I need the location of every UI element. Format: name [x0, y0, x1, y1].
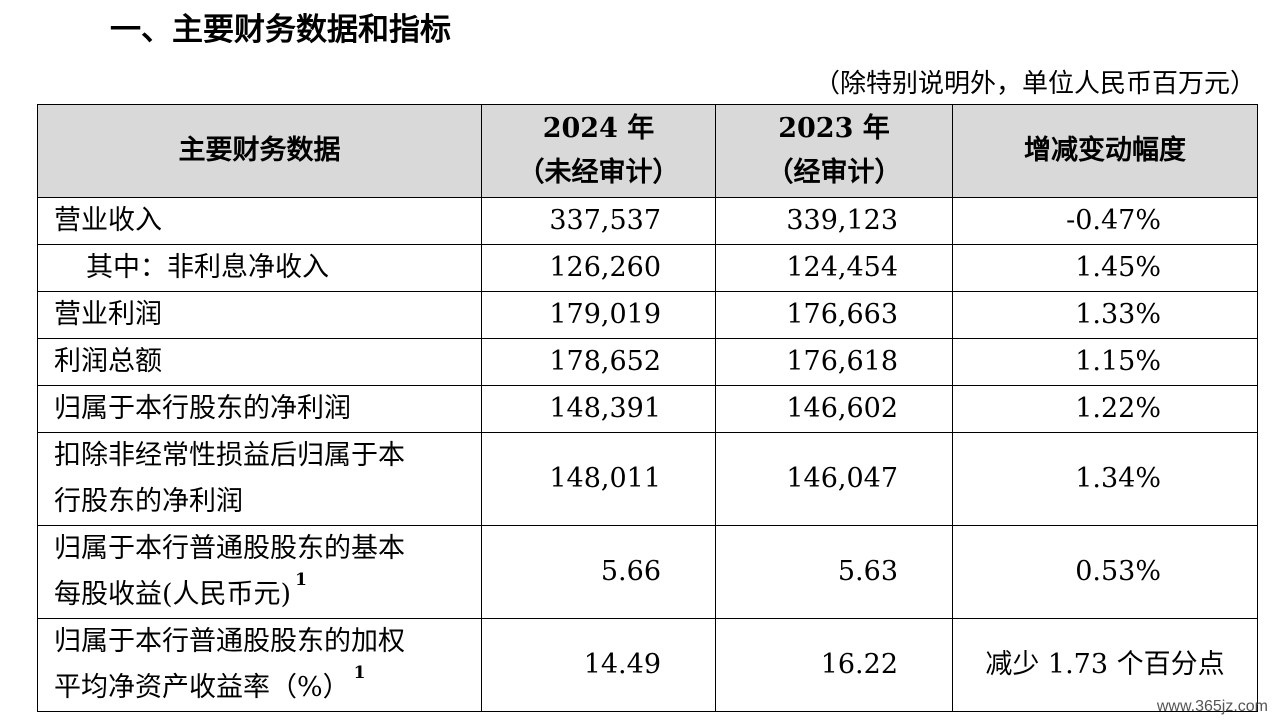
- value-change: 1.22%: [952, 385, 1258, 433]
- value-change: 减少 1.73 个百分点: [952, 618, 1258, 712]
- value-change: 0.53%: [952, 525, 1258, 619]
- table-row: 利润总额 178,652 176,618 1.15%: [37, 338, 1258, 386]
- value-change: 1.33%: [952, 291, 1258, 339]
- table-row: 归属于本行股东的净利润 148,391 146,602 1.22%: [37, 385, 1258, 433]
- row-label: 其中：非利息净收入: [37, 244, 482, 292]
- table-row: 其中：非利息净收入 126,260 124,454 1.45%: [37, 244, 1258, 292]
- header-financial-item: 主要财务数据: [37, 104, 482, 198]
- row-label: 扣除非经常性损益后归属于本 行股东的净利润: [37, 432, 482, 526]
- row-label: 归属于本行普通股股东的加权 平均净资产收益率（%） 1: [37, 618, 482, 712]
- row-label: 归属于本行普通股股东的基本 每股收益(人民币元) 1: [37, 525, 482, 619]
- value-change: 1.34%: [952, 432, 1258, 526]
- table-row: 扣除非经常性损益后归属于本 行股东的净利润 148,011 146,047 1.…: [37, 432, 1258, 526]
- value-2023: 124,454: [715, 244, 953, 292]
- value-2024: 5.66: [481, 525, 716, 619]
- row-label-line2-wrap: 每股收益(人民币元) 1: [54, 570, 473, 618]
- value-2024: 179,019: [481, 291, 716, 339]
- row-label-line1: 扣除非经常性损益后归属于本: [54, 440, 405, 471]
- value-2024: 14.49: [481, 618, 716, 712]
- watermark: www.365jz.com: [1156, 698, 1268, 715]
- row-label-line2: 平均净资产收益率（%）: [54, 672, 350, 703]
- row-label-line2: 每股收益(人民币元): [54, 579, 292, 610]
- value-2023: 146,047: [715, 432, 953, 526]
- table-row: 归属于本行普通股股东的基本 每股收益(人民币元) 1 5.66 5.63 0.53…: [37, 525, 1258, 619]
- table-header-row: 主要财务数据 2024 年 （未经审计） 2023 年 （经审计） 增减变动幅度: [37, 104, 1258, 198]
- value-2024: 148,011: [481, 432, 716, 526]
- table-row: 营业利润 179,019 176,663 1.33%: [37, 291, 1258, 339]
- value-2023: 16.22: [715, 618, 953, 712]
- row-label: 营业收入: [37, 197, 482, 245]
- value-2024: 337,537: [481, 197, 716, 245]
- value-change: 1.45%: [952, 244, 1258, 292]
- row-label: 归属于本行股东的净利润: [37, 385, 482, 433]
- value-change: -0.47%: [952, 197, 1258, 245]
- value-2023: 339,123: [715, 197, 953, 245]
- table-row: 营业收入 337,537 339,123 -0.47%: [37, 197, 1258, 245]
- value-2023: 146,602: [715, 385, 953, 433]
- financial-data-table: 主要财务数据 2024 年 （未经审计） 2023 年 （经审计） 增减变动幅度…: [37, 104, 1258, 712]
- row-label: 营业利润: [37, 291, 482, 339]
- footnote-marker: 1: [353, 663, 366, 683]
- value-2023: 5.63: [715, 525, 953, 619]
- row-label-line2: 行股东的净利润: [54, 486, 243, 517]
- value-2024: 178,652: [481, 338, 716, 386]
- unit-note: （除特别说明外，单位人民币百万元）: [813, 69, 1256, 99]
- header-2024-year: 2024 年: [542, 113, 655, 144]
- value-2024: 126,260: [481, 244, 716, 292]
- header-2023-year: 2023 年: [778, 113, 890, 144]
- section-heading: 一、主要财务数据和指标: [110, 12, 451, 48]
- row-label-line1: 归属于本行普通股股东的基本: [54, 533, 405, 564]
- table-row: 归属于本行普通股股东的加权 平均净资产收益率（%） 1 14.49 16.22 减…: [37, 618, 1258, 712]
- header-2023-audit-status: （经审计）: [766, 157, 902, 188]
- header-2024-audit-status: （未经审计）: [517, 157, 680, 188]
- row-label-line1: 归属于本行普通股股东的加权: [54, 626, 405, 657]
- row-label-line2-wrap: 平均净资产收益率（%） 1: [54, 663, 473, 711]
- value-2024: 148,391: [481, 385, 716, 433]
- row-label: 利润总额: [37, 338, 482, 386]
- value-change: 1.15%: [952, 338, 1258, 386]
- footnote-marker: 1: [295, 570, 307, 590]
- header-2023: 2023 年 （经审计）: [715, 104, 953, 198]
- header-change: 增减变动幅度: [952, 104, 1258, 198]
- value-2023: 176,663: [715, 291, 953, 339]
- header-2024: 2024 年 （未经审计）: [481, 104, 716, 198]
- value-2023: 176,618: [715, 338, 953, 386]
